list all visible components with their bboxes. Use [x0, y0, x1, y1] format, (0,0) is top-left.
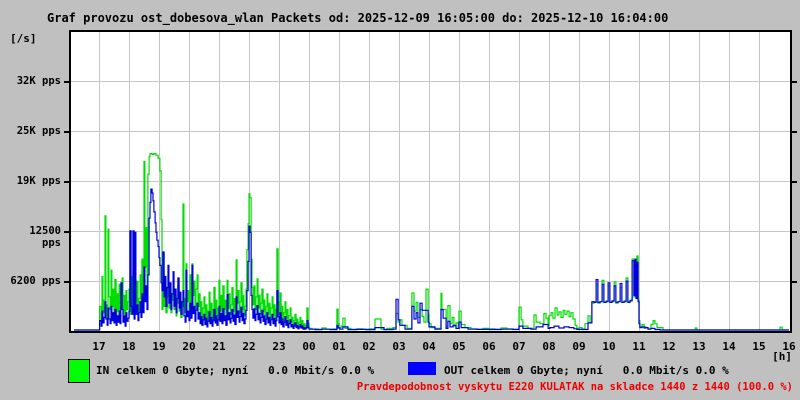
x-tick-label-10: 10: [602, 340, 616, 353]
right-axis-tick-4: [792, 281, 797, 283]
legend-in-swatch: [68, 359, 90, 383]
x-tick-label-18: 18: [122, 340, 136, 353]
x-tick-label-09: 09: [572, 340, 586, 353]
series-line-out: [74, 188, 789, 331]
right-axis-tick-1: [792, 131, 797, 133]
x-tick-label-12: 12: [662, 340, 676, 353]
x-tick-label-00: 00: [302, 340, 316, 353]
x-tick-label-04: 04: [422, 340, 436, 353]
left-axis-tick-2: [64, 181, 69, 183]
x-tick-label-14: 14: [722, 340, 736, 353]
traffic-plot-area: [69, 30, 792, 333]
right-axis-tick-2: [792, 181, 797, 183]
x-tick-label-19: 19: [152, 340, 166, 353]
x-tick-label-13: 13: [692, 340, 706, 353]
y-tick-label-19K-pps: 19K pps: [16, 175, 61, 187]
y-tick-label-25K-pps: 25K pps: [16, 125, 61, 137]
legend-in-label: IN celkem 0 Gbyte; nyní 0.0 Mbit/s 0.0 %: [96, 364, 375, 377]
x-tick-label-07: 07: [512, 340, 526, 353]
legend-out-swatch: [408, 362, 436, 375]
left-axis-tick-1: [64, 131, 69, 133]
x-tick-label-21: 21: [212, 340, 226, 353]
x-tick-label-16: 16: [782, 340, 796, 353]
x-tick-label-23: 23: [272, 340, 286, 353]
x-tick-label-20: 20: [182, 340, 196, 353]
y-tick-label-6200-pps: 6200 pps: [10, 275, 61, 287]
y-tick-label-12500-pps: 12500 pps: [29, 225, 61, 249]
left-axis-tick-4: [64, 281, 69, 283]
y-tick-label-32K-pps: 32K pps: [16, 75, 61, 87]
series-line-in: [74, 152, 789, 331]
x-tick-label-22: 22: [242, 340, 256, 353]
x-tick-label-05: 05: [452, 340, 466, 353]
legend-out-label: OUT celkem 0 Gbyte; nyní 0.0 Mbit/s 0.0 …: [444, 364, 729, 377]
x-tick-label-01: 01: [332, 340, 346, 353]
x-tick-label-17: 17: [92, 340, 106, 353]
x-tick-label-02: 02: [362, 340, 376, 353]
left-axis-tick-3: [64, 231, 69, 233]
x-tick-label-15: 15: [752, 340, 766, 353]
y-axis-unit-label: [/s]: [10, 32, 37, 45]
x-tick-label-03: 03: [392, 340, 406, 353]
left-axis-tick-0: [64, 81, 69, 83]
x-tick-label-11: 11: [632, 340, 646, 353]
traffic-chart-svg: [71, 32, 790, 331]
x-axis-unit-label: [h]: [772, 350, 792, 363]
probability-warning-text: Pravdepodobnost vyskytu E220 KULATAK na …: [356, 381, 793, 393]
x-tick-label-08: 08: [542, 340, 556, 353]
right-axis-tick-0: [792, 81, 797, 83]
right-axis-tick-3: [792, 231, 797, 233]
x-tick-label-06: 06: [482, 340, 496, 353]
graph-title: Graf provozu ost_dobesova_wlan Packets o…: [47, 11, 669, 25]
